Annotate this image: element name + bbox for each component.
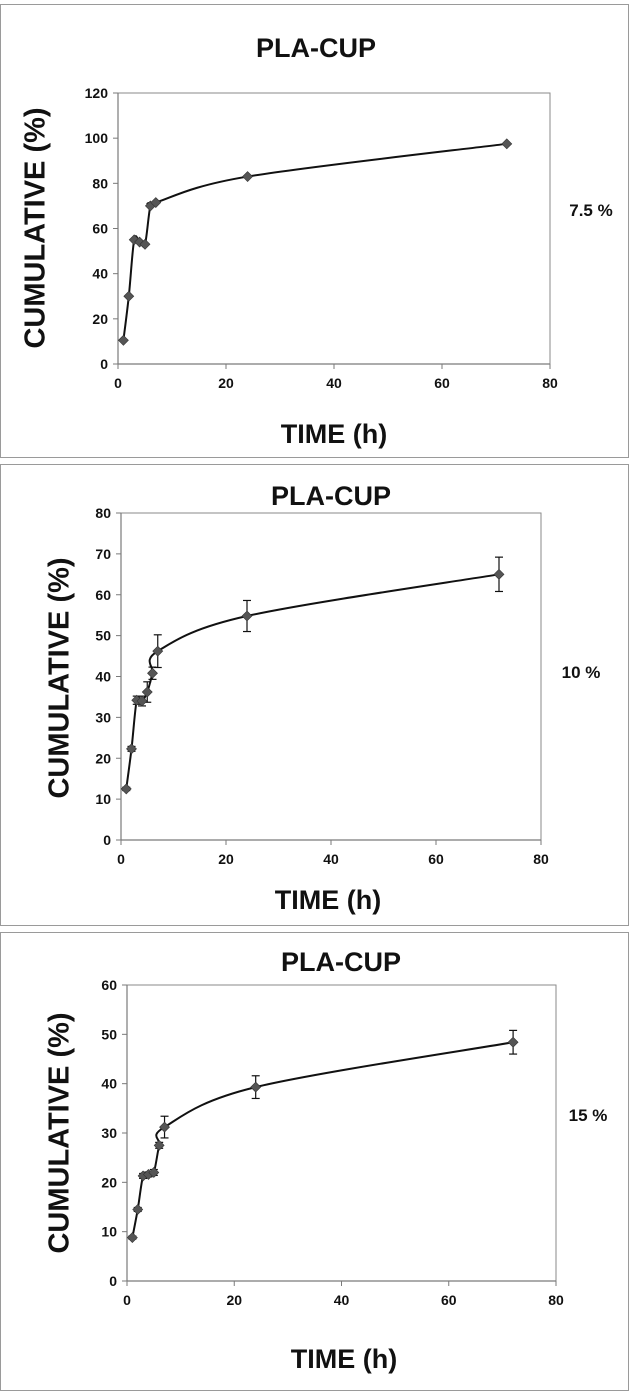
y-tick-label: 50 <box>95 628 111 644</box>
y-tick-label: 40 <box>92 266 108 282</box>
data-point <box>147 667 158 679</box>
x-tick-label: 40 <box>326 375 342 391</box>
chart-panel-10: PLA-CUP CUMULATIVE (%) TIME (h) 10 % 0 10 20 30… <box>0 464 629 926</box>
x-axis-label: TIME (h) <box>291 1344 397 1374</box>
concentration-label: 15 % <box>569 1106 608 1125</box>
data-point <box>153 1139 165 1151</box>
chart-svg: PLA-CUP CUMULATIVE (%) TIME (h) 7.5 % 0 20 40 6… <box>20 33 613 449</box>
y-tick-label: 0 <box>100 356 108 372</box>
concentration-label: 7.5 % <box>569 201 612 220</box>
chart-svg: PLA-CUP CUMULATIVE (%) TIME (h) 15 % 0 10 20 30… <box>44 947 608 1374</box>
x-tick-label: 80 <box>548 1292 564 1308</box>
data-point <box>250 1081 262 1093</box>
y-tick-label: 80 <box>92 175 108 191</box>
y-tick-label: 10 <box>101 1224 117 1240</box>
y-tick-label: 70 <box>95 546 111 562</box>
x-axis-label: TIME (h) <box>275 885 381 915</box>
chart-title: PLA-CUP <box>256 33 376 63</box>
y-axis-label: CUMULATIVE (%) <box>20 107 52 348</box>
y-tick-label: 40 <box>101 1076 117 1092</box>
x-tick-label: 20 <box>218 375 234 391</box>
x-tick-label: 0 <box>114 375 122 391</box>
y-tick-label: 60 <box>92 221 108 237</box>
data-point <box>148 1167 160 1178</box>
data-point <box>141 686 153 698</box>
data-point <box>126 743 137 755</box>
concentration-label: 10 % <box>562 663 601 682</box>
data-point <box>123 290 135 302</box>
x-tick-label: 20 <box>218 851 234 867</box>
data-point <box>120 783 132 795</box>
x-tick-label: 60 <box>428 851 444 867</box>
series-line <box>125 573 500 790</box>
y-tick-label: 40 <box>95 669 111 685</box>
series-line <box>131 1041 514 1238</box>
y-tick-label: 20 <box>101 1174 117 1190</box>
chart-panel-15: PLA-CUP CUMULATIVE (%) TIME (h) 15 % 0 10 20 30… <box>0 932 629 1391</box>
plot-area <box>120 512 542 841</box>
data-point <box>159 1121 170 1133</box>
data-point <box>150 197 162 208</box>
y-axis-label: CUMULATIVE (%) <box>44 1012 76 1253</box>
x-tick-label: 0 <box>117 851 125 867</box>
data-point <box>136 695 148 707</box>
x-tick-label: 60 <box>434 375 450 391</box>
chart-svg: PLA-CUP CUMULATIVE (%) TIME (h) 10 % 0 10 20 30… <box>44 481 601 915</box>
chart-title: PLA-CUP <box>271 481 391 511</box>
y-tick-label: 20 <box>92 311 108 327</box>
series-line <box>122 142 507 341</box>
y-tick-label: 0 <box>109 1273 117 1289</box>
data-point <box>139 238 151 250</box>
x-tick-label: 80 <box>533 851 549 867</box>
y-axis-label: CUMULATIVE (%) <box>44 557 76 798</box>
y-tick-label: 10 <box>95 791 111 807</box>
y-tick-label: 30 <box>101 1125 117 1141</box>
x-tick-label: 80 <box>542 375 558 391</box>
y-tick-label: 120 <box>85 85 109 101</box>
data-point <box>242 171 254 182</box>
x-axis-label: TIME (h) <box>281 419 387 449</box>
y-tick-label: 20 <box>95 750 111 766</box>
y-tick-label: 0 <box>103 832 111 848</box>
data-point <box>501 138 513 150</box>
data-point <box>117 334 129 346</box>
x-tick-label: 20 <box>226 1292 242 1308</box>
chart-panel-7-5: PLA-CUP CUMULATIVE (%) TIME (h) 7.5 % 0 20 40 6… <box>0 4 629 458</box>
data-point <box>507 1036 519 1048</box>
data-point <box>241 610 253 622</box>
y-tick-label: 80 <box>95 505 111 521</box>
x-tick-label: 60 <box>441 1292 457 1308</box>
y-tick-label: 30 <box>95 709 111 725</box>
y-tick-label: 50 <box>101 1026 117 1042</box>
data-point <box>132 1204 144 1215</box>
x-tick-label: 40 <box>323 851 339 867</box>
x-tick-label: 0 <box>123 1292 131 1308</box>
y-tick-label: 60 <box>95 587 111 603</box>
data-point <box>126 1232 138 1244</box>
data-point <box>152 645 164 657</box>
plot-area <box>117 92 551 365</box>
y-tick-label: 60 <box>101 977 117 993</box>
data-point <box>493 568 505 580</box>
plot-area <box>126 984 557 1282</box>
x-tick-label: 40 <box>334 1292 350 1308</box>
chart-title: PLA-CUP <box>281 947 401 977</box>
y-tick-label: 100 <box>85 130 109 146</box>
